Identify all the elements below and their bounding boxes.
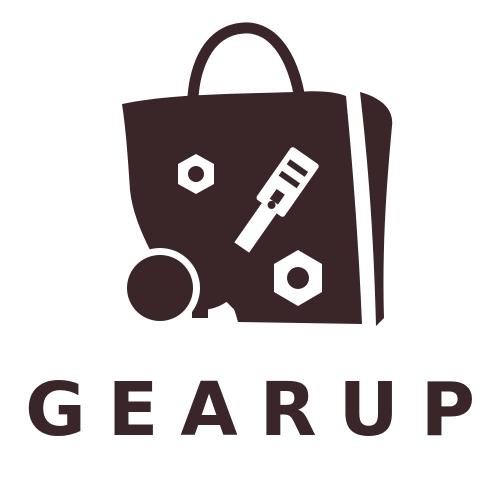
brand-name-text: GEARUP: [25, 367, 497, 453]
hex-nut-small-icon: [178, 154, 214, 194]
bag-flap-icon: [360, 92, 393, 326]
circle-icon: [127, 255, 193, 321]
hex-nut-large-icon: [274, 250, 322, 306]
piston-icon: [234, 147, 319, 253]
bag-handle-icon: [187, 22, 308, 126]
brand-name: GEARUP: [0, 360, 500, 460]
